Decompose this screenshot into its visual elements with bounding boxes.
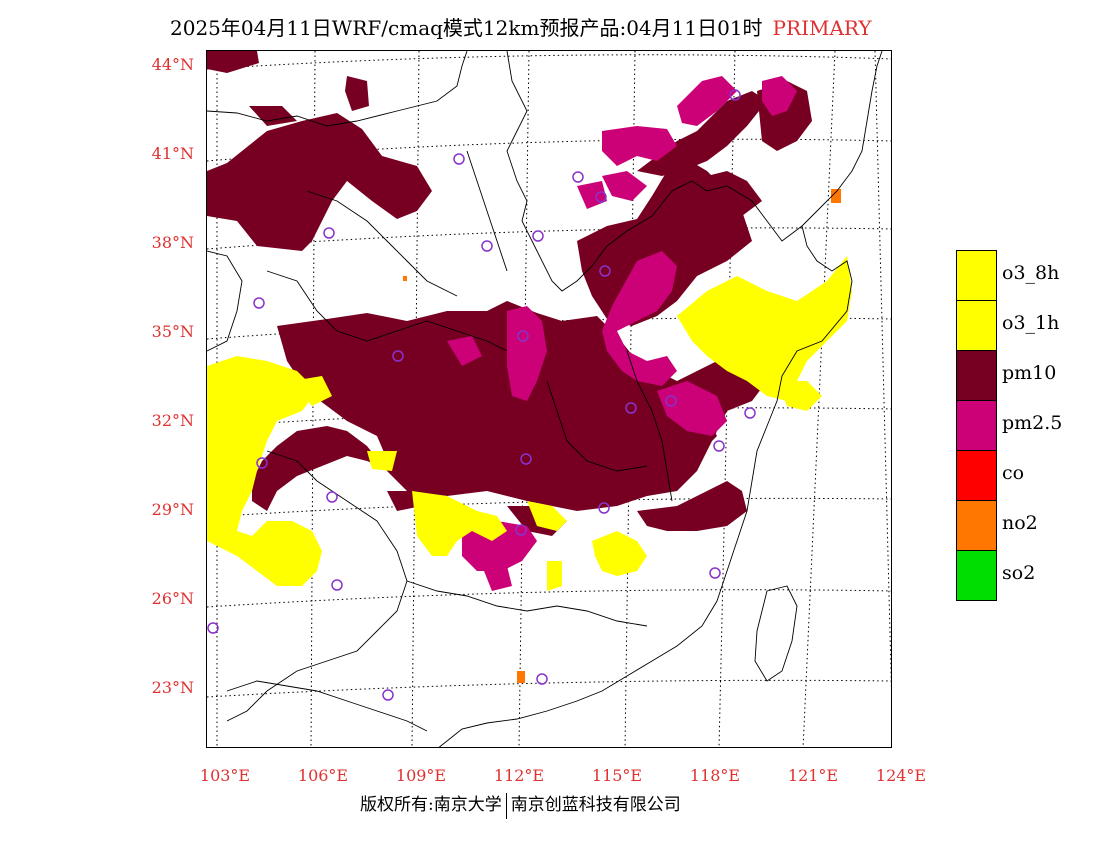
footer-left: 版权所有:南京大学 xyxy=(360,795,502,815)
title-text: 2025年04月11日WRF/cmaq模式12km预报产品:04月11日01时 xyxy=(170,16,763,40)
legend-label: o3_8h xyxy=(1002,262,1060,284)
station-markers xyxy=(207,89,756,701)
title-tag: PRIMARY xyxy=(772,16,872,40)
lat-label-29: 29°N xyxy=(151,500,194,519)
legend-label: so2 xyxy=(1002,562,1036,584)
footer-separator xyxy=(505,792,507,819)
legend-item-o3-8h: o3_8h xyxy=(956,250,1096,301)
legend-label: o3_1h xyxy=(1002,312,1060,334)
o3-regions xyxy=(207,256,852,591)
lat-label-44: 44°N xyxy=(151,55,194,74)
legend-item-pm25: pm2.5 xyxy=(956,400,1096,451)
lat-label-23: 23°N xyxy=(151,678,194,697)
legend-item-co: co xyxy=(956,450,1096,501)
footer-right: 南京创蓝科技有限公司 xyxy=(510,795,681,815)
map-canvas xyxy=(207,51,891,747)
legend-label: pm10 xyxy=(1002,362,1057,384)
legend-swatch xyxy=(956,350,997,401)
lat-label-38: 38°N xyxy=(151,233,194,252)
copyright-footer: 版权所有:南京大学 南京创蓝科技有限公司 xyxy=(360,790,681,819)
graticule xyxy=(207,51,891,747)
lon-label-124: 124°E xyxy=(875,766,927,785)
lat-label-32: 32°N xyxy=(151,411,194,430)
legend-label: co xyxy=(1002,462,1025,484)
map-frame xyxy=(206,50,892,748)
legend-item-so2: so2 xyxy=(956,550,1096,601)
legend-swatch xyxy=(956,550,997,601)
legend-swatch xyxy=(956,250,997,301)
legend-swatch xyxy=(956,500,997,551)
lat-label-41: 41°N xyxy=(151,144,194,163)
legend-item-o3-1h: o3_1h xyxy=(956,300,1096,351)
pm25-regions xyxy=(447,76,797,591)
boundaries xyxy=(207,51,883,747)
legend: o3_8h o3_1h pm10 pm2.5 co no2 so2 xyxy=(956,250,1096,601)
pm10-regions xyxy=(207,51,812,536)
map-title: 2025年04月11日WRF/cmaq模式12km预报产品:04月11日01时 P… xyxy=(170,12,872,41)
lon-label-109: 109°E xyxy=(395,766,447,785)
legend-item-pm10: pm10 xyxy=(956,350,1096,401)
legend-swatch xyxy=(956,400,997,451)
legend-label: pm2.5 xyxy=(1002,412,1063,434)
legend-swatch xyxy=(956,300,997,351)
lon-label-121: 121°E xyxy=(787,766,839,785)
lon-label-103: 103°E xyxy=(199,766,251,785)
lon-label-115: 115°E xyxy=(591,766,643,785)
lat-label-35: 35°N xyxy=(151,322,194,341)
legend-label: no2 xyxy=(1002,512,1038,534)
lat-label-26: 26°N xyxy=(151,589,194,608)
lon-label-112: 112°E xyxy=(493,766,545,785)
legend-swatch xyxy=(956,450,997,501)
lon-label-106: 106°E xyxy=(297,766,349,785)
lon-label-118: 118°E xyxy=(689,766,741,785)
legend-item-no2: no2 xyxy=(956,500,1096,551)
no2-spots xyxy=(403,189,841,683)
